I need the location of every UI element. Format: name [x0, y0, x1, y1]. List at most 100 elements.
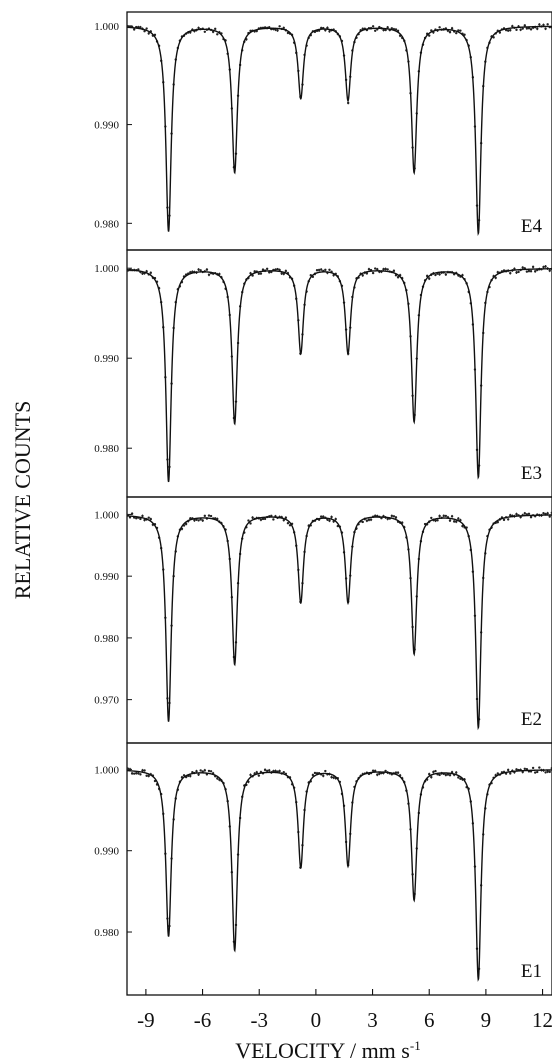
y-tick-label: 0.990: [94, 120, 119, 132]
data-point: [268, 271, 271, 274]
data-point: [139, 517, 142, 521]
data-point: [259, 272, 263, 275]
data-point: [265, 769, 269, 773]
y-tick-label: 1.000: [94, 764, 119, 776]
y-tick-label: 1.000: [94, 509, 119, 521]
data-point: [536, 770, 539, 774]
fit-curve: [126, 514, 552, 731]
data-point: [199, 269, 202, 272]
data-point: [203, 514, 207, 518]
data-point: [263, 517, 267, 521]
y-tick-label: 0.990: [94, 353, 119, 365]
panel-label: E2: [521, 709, 542, 730]
data-point: [328, 268, 331, 272]
fit-curve: [126, 769, 552, 982]
data-point: [374, 267, 377, 270]
data-point: [529, 270, 533, 273]
data-point: [191, 770, 194, 774]
data-point: [394, 28, 398, 31]
x-tick-label: -3: [250, 1008, 268, 1032]
data-point: [430, 516, 433, 520]
data-point: [216, 33, 219, 36]
data-point: [199, 769, 202, 772]
data-point: [448, 774, 452, 777]
data-point: [525, 767, 529, 771]
y-axis-title: RELATIVE COUNTS: [10, 401, 35, 600]
x-tick-label: 9: [481, 1008, 492, 1032]
data-point: [506, 518, 510, 521]
data-point: [517, 270, 520, 274]
data-point: [384, 28, 387, 32]
data-point: [139, 773, 142, 776]
data-point: [135, 517, 138, 520]
data-point: [313, 771, 317, 775]
panel-e1: 1.000 0.990 0.980 E1: [94, 742, 552, 996]
data-point: [209, 770, 213, 773]
y-tick-label: 0.990: [94, 571, 119, 583]
data-point: [386, 268, 389, 271]
data-point: [459, 29, 462, 32]
data-point: [132, 772, 136, 775]
data-point: [278, 25, 281, 28]
data-point: [546, 23, 549, 26]
x-tick-label: -6: [194, 1008, 212, 1032]
data-point: [438, 26, 441, 29]
y-tick-label: 1.000: [94, 21, 119, 33]
data-point: [434, 769, 437, 773]
data-point: [207, 514, 211, 517]
data-point: [315, 269, 319, 272]
data-point: [502, 518, 506, 522]
y-tick-label: 0.990: [94, 846, 119, 858]
data-point: [533, 771, 537, 774]
y-tick-label: 1.000: [94, 263, 119, 275]
data-point: [143, 769, 146, 772]
data-point: [214, 27, 217, 31]
x-axis-title-text: VELOCITY / mm s: [235, 1038, 410, 1063]
data-point: [145, 27, 148, 30]
data-point: [509, 772, 512, 775]
data-point: [428, 34, 431, 37]
data-point: [282, 771, 285, 774]
x-axis-title-exponent: -1: [410, 1038, 421, 1053]
panel-label: E1: [521, 961, 542, 982]
x-tick-label: 0: [311, 1008, 322, 1032]
panel-e4: 1.000 0.990 0.980 E4: [94, 11, 552, 251]
data-point: [265, 267, 269, 271]
data-point: [527, 27, 531, 30]
data-point: [459, 777, 462, 781]
data-point: [257, 774, 261, 777]
panel-e3: 1.000 0.990 0.980 E3: [94, 249, 552, 498]
y-tick-label: 0.980: [94, 633, 119, 645]
data-point: [438, 773, 441, 777]
fit-curve: [126, 268, 552, 483]
x-tick-label: 6: [424, 1008, 435, 1032]
panel-label: E3: [521, 463, 542, 484]
panel-e2: 1.000 0.990 0.980 0.970 E2: [94, 496, 552, 744]
data-point: [371, 271, 375, 275]
data-point: [247, 519, 250, 522]
data-point: [361, 520, 364, 524]
data-point: [261, 517, 265, 521]
x-tick-label: 3: [367, 1008, 378, 1032]
data-point: [525, 270, 529, 273]
data-point: [523, 767, 526, 770]
data-point: [324, 268, 327, 272]
data-points: [126, 766, 552, 971]
data-point: [272, 518, 275, 521]
data-point: [371, 25, 375, 28]
data-point: [286, 31, 290, 35]
data-point: [257, 272, 261, 275]
data-point: [286, 521, 290, 525]
data-point: [132, 28, 136, 31]
panels-layer: 1.000 0.990 0.980 E4 1.000 0.990 0.980 E3 1.000 0…: [94, 11, 552, 996]
data-point: [203, 30, 207, 33]
data-point: [324, 769, 327, 773]
data-point: [531, 766, 535, 770]
data-point: [548, 515, 551, 518]
x-tick-label: 12: [532, 1008, 552, 1032]
data-point: [496, 772, 499, 775]
data-point: [521, 27, 524, 30]
data-point: [527, 512, 531, 515]
data-point: [523, 24, 526, 27]
